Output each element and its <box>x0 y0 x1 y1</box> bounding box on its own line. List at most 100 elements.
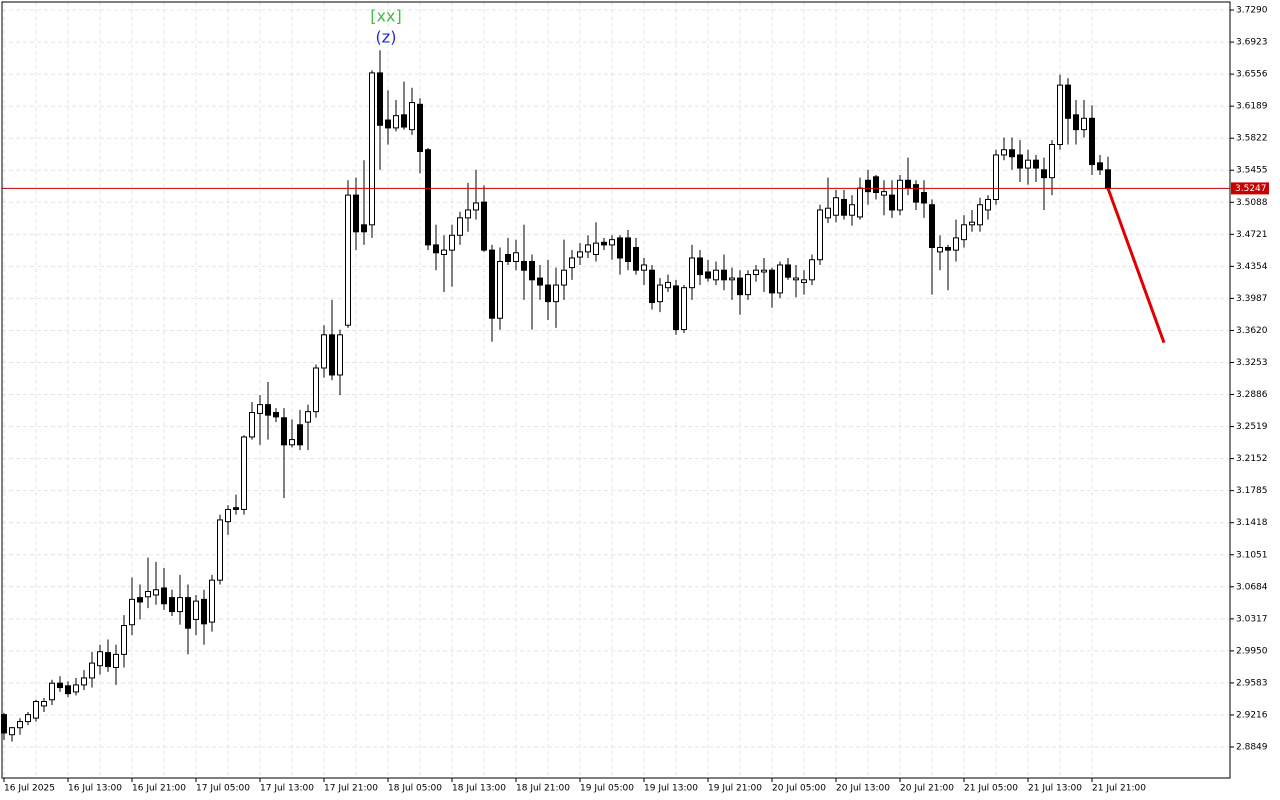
x-tick-label: 21 Jul 05:00 <box>964 784 1018 794</box>
candle-body <box>1017 154 1023 169</box>
candle-body <box>729 277 735 281</box>
candle-body <box>177 597 183 613</box>
candle-body <box>969 221 975 226</box>
candle-body <box>649 269 655 304</box>
candle-body <box>425 149 431 246</box>
candle-body <box>961 224 967 241</box>
candle-body <box>809 259 815 281</box>
x-tick-label: 16 Jul 2025 <box>4 784 55 794</box>
candle-body <box>793 277 799 281</box>
candle-body <box>569 257 575 269</box>
candle-body <box>617 237 623 259</box>
candle-body <box>433 244 439 254</box>
candle-body <box>977 204 983 226</box>
candle-body <box>65 685 71 695</box>
candle-body <box>1033 159 1039 169</box>
candle-body <box>585 244 591 253</box>
candle-body <box>521 260 527 271</box>
candle-body <box>1001 149 1007 156</box>
candle-body <box>641 264 647 271</box>
candle-body <box>353 194 359 233</box>
candle-body <box>297 424 303 446</box>
candle-body <box>1089 117 1095 166</box>
x-tick-label: 21 Jul 21:00 <box>1092 784 1146 794</box>
candle-body <box>417 103 423 152</box>
candle-body <box>833 197 839 216</box>
y-tick-label: 3.1051 <box>1236 550 1268 560</box>
candle-body <box>561 269 567 286</box>
x-tick-label: 20 Jul 21:00 <box>900 784 954 794</box>
x-tick-label: 18 Jul 21:00 <box>516 784 570 794</box>
y-tick-label: 3.0317 <box>1236 614 1268 624</box>
candle-body <box>33 701 39 719</box>
candle-body <box>497 260 503 319</box>
current-price-label: 3.5247 <box>1235 184 1267 194</box>
candle-body <box>41 701 47 707</box>
x-tick-label: 17 Jul 13:00 <box>260 784 314 794</box>
candle-body <box>713 269 719 281</box>
candle-body <box>441 249 447 255</box>
x-tick-label: 18 Jul 05:00 <box>388 784 442 794</box>
candle-body <box>1081 117 1087 131</box>
candle-body <box>121 625 127 655</box>
candle-body <box>921 192 927 204</box>
candle-body <box>865 179 871 193</box>
candle-body <box>953 237 959 251</box>
wave-annotation: (z) <box>376 28 397 47</box>
candle-body <box>945 247 951 251</box>
candle-body <box>137 597 143 603</box>
candle-body <box>265 404 271 416</box>
candle-body <box>481 201 487 251</box>
current-price-box <box>1231 182 1269 195</box>
candle-body <box>625 237 631 262</box>
candle-body <box>737 277 743 296</box>
candle-body <box>513 252 519 262</box>
candle-body <box>345 194 351 326</box>
candle-body <box>113 653 119 668</box>
candle-body <box>249 412 255 438</box>
candle-body <box>873 176 879 194</box>
candle-body <box>545 284 551 303</box>
y-tick-label: 2.8849 <box>1236 743 1268 753</box>
y-tick-label: 3.2886 <box>1236 390 1268 400</box>
candle-body <box>105 652 111 668</box>
candle-body <box>385 119 391 129</box>
candle-body <box>761 269 767 273</box>
y-tick-label: 3.7290 <box>1236 6 1268 16</box>
candle-body <box>145 591 151 598</box>
candle-body <box>161 587 167 605</box>
y-tick-label: 3.6189 <box>1236 102 1268 112</box>
candle-body <box>305 411 311 423</box>
x-tick-label: 20 Jul 13:00 <box>836 784 890 794</box>
x-tick-label: 16 Jul 21:00 <box>132 784 186 794</box>
y-tick-label: 3.3987 <box>1236 294 1268 304</box>
candle-body <box>289 439 295 446</box>
forecast-line <box>1106 187 1166 344</box>
y-tick-label: 3.3620 <box>1236 326 1268 336</box>
x-tick-label: 19 Jul 05:00 <box>580 784 634 794</box>
candle-body <box>841 198 847 216</box>
candle-body <box>209 579 215 623</box>
candle-body <box>745 274 751 296</box>
candle-body <box>1057 84 1063 145</box>
y-tick-label: 3.5455 <box>1236 166 1268 176</box>
candle-body <box>937 247 943 253</box>
y-tick-label: 3.4721 <box>1236 230 1268 240</box>
y-tick-label: 3.1418 <box>1236 518 1268 528</box>
candle-body <box>49 682 55 701</box>
candle-body <box>1009 149 1015 158</box>
candle-body <box>665 281 671 289</box>
plot-frame <box>1 1 1231 779</box>
candle-body <box>889 194 895 211</box>
candle-body <box>1049 143 1055 179</box>
y-tick-label: 2.9950 <box>1236 646 1268 656</box>
candle-body <box>193 600 199 620</box>
y-tick-label: 2.9216 <box>1236 710 1268 720</box>
x-tick-label: 21 Jul 13:00 <box>1028 784 1082 794</box>
candle-body <box>529 260 535 281</box>
candle-body <box>601 241 607 246</box>
candle-body <box>769 269 775 294</box>
candle-body <box>681 287 687 331</box>
candle-body <box>153 589 159 596</box>
candle-body <box>881 191 887 196</box>
